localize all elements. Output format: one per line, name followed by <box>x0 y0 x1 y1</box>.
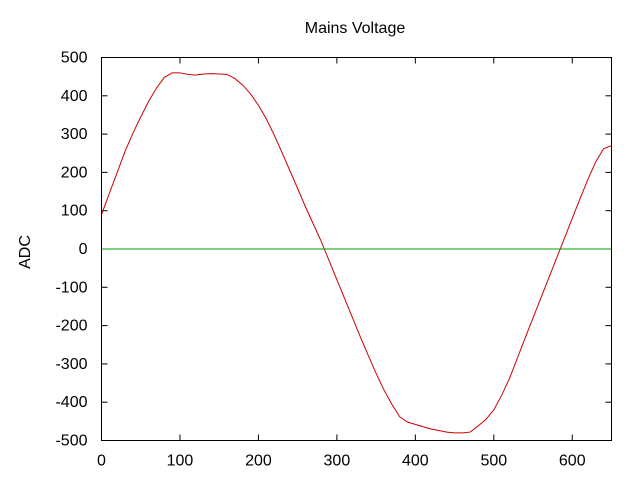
y-tick-label: -400 <box>55 394 87 411</box>
x-tick-label: 400 <box>402 453 429 470</box>
y-tick-label: 200 <box>61 164 88 181</box>
tick-labels: 0 100 200 300 400 500 600 500 400 300 200 100 0 -100 -… <box>55 50 585 470</box>
y-tick-label: 300 <box>61 126 88 143</box>
y-tick-label: 100 <box>61 203 88 220</box>
chart-title: Mains Voltage <box>305 20 406 37</box>
x-tick-label: 500 <box>480 453 507 470</box>
y-tick-label: -100 <box>55 279 87 296</box>
x-tick-label: 300 <box>324 453 351 470</box>
plot-border <box>101 57 612 441</box>
data-series <box>101 72 612 434</box>
y-axis-label: ADC <box>17 235 34 269</box>
y-tick-label: 0 <box>79 241 88 258</box>
x-tick-label: 0 <box>97 453 106 470</box>
y-tick-label: -200 <box>55 318 87 335</box>
x-tick-label: 100 <box>167 453 194 470</box>
voltage-series-line <box>101 72 612 434</box>
y-tick-label: -500 <box>55 433 87 450</box>
x-tick-label: 600 <box>559 453 586 470</box>
y-tick-label: 400 <box>61 88 88 105</box>
x-tick-label: 200 <box>245 453 272 470</box>
y-tick-label: 500 <box>61 50 88 67</box>
y-tick-label: -300 <box>55 356 87 373</box>
